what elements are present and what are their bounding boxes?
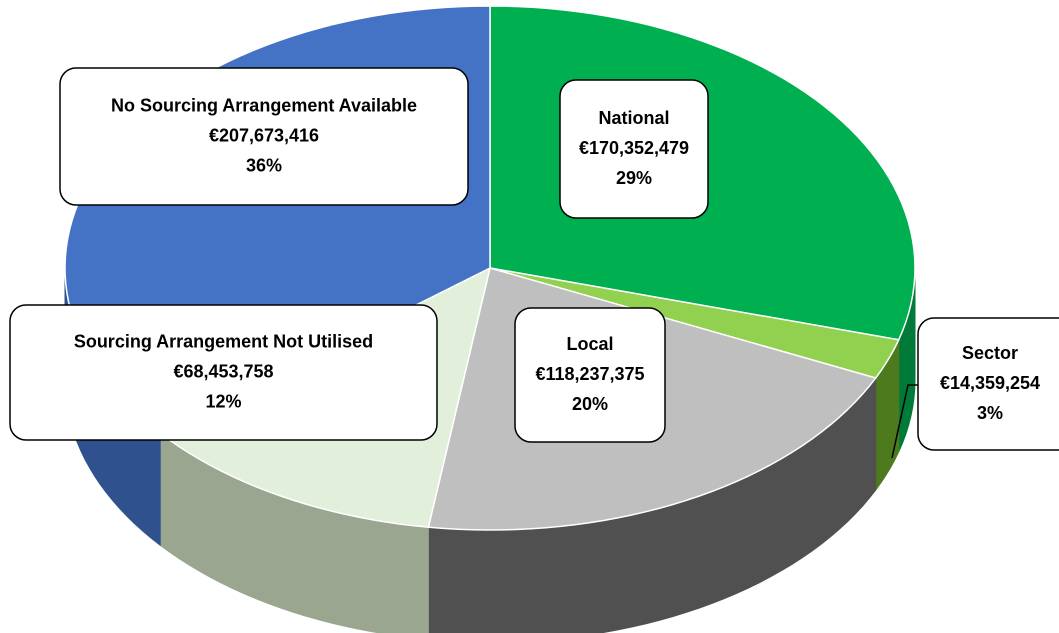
slice-value: €170,352,479 bbox=[579, 138, 689, 158]
slice-share: 20% bbox=[572, 394, 608, 414]
slice-value: €207,673,416 bbox=[209, 125, 319, 145]
label-box bbox=[559, 79, 709, 219]
slice-value: €68,453,758 bbox=[173, 361, 273, 381]
label-box bbox=[59, 67, 469, 206]
slice-share: 29% bbox=[616, 168, 652, 188]
label-box bbox=[514, 307, 666, 443]
slice-share: 36% bbox=[246, 155, 282, 175]
slice-name: Local bbox=[566, 334, 613, 354]
slice-name: No Sourcing Arrangement Available bbox=[111, 95, 417, 115]
slice-value: €118,237,375 bbox=[535, 364, 644, 384]
slice-share: 12% bbox=[205, 391, 241, 411]
slice-value: €14,359,254 bbox=[940, 373, 1040, 393]
pie-slice bbox=[489, 267, 900, 379]
leader-line bbox=[891, 384, 918, 459]
slice-name: National bbox=[598, 108, 669, 128]
labels: National €170,352,479 29% Sector €14,359,254… bbox=[9, 67, 1059, 459]
slice-name: Sourcing Arrangement Not Utilised bbox=[74, 331, 373, 351]
slice-share: 3% bbox=[977, 403, 1003, 423]
label-box bbox=[9, 304, 438, 441]
label-box bbox=[917, 317, 1059, 451]
slice-name: Sector bbox=[962, 343, 1018, 363]
